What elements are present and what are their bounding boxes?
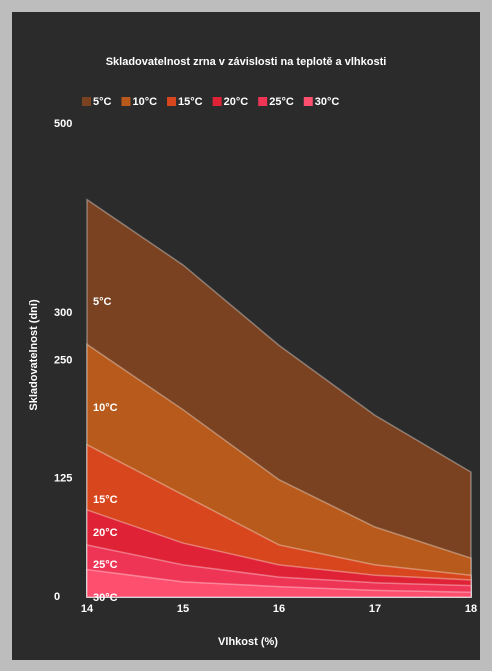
y-tick-label: 0 — [54, 591, 60, 603]
y-tick-label: 250 — [54, 354, 72, 366]
chart-title: Skladovatelnost zrna v závislosti na tep… — [106, 56, 387, 68]
legend-swatch — [258, 97, 268, 106]
series-label: 30°C — [93, 592, 118, 604]
legend-swatch — [167, 97, 177, 106]
legend-label: 25°C — [269, 96, 294, 108]
legend-label: 15°C — [178, 96, 203, 108]
series-label: 15°C — [93, 494, 118, 506]
legend-label: 10°C — [132, 96, 157, 108]
y-tick-label: 300 — [54, 307, 72, 319]
y-tick-label: 125 — [54, 473, 72, 485]
legend-swatch — [303, 97, 313, 106]
legend-swatch — [212, 97, 222, 106]
x-tick-label: 18 — [465, 603, 477, 615]
y-axis-label: Skladovatelnost (dní) — [28, 299, 40, 411]
legend-swatch — [82, 97, 91, 106]
series-label: 25°C — [93, 559, 118, 571]
x-tick-label: 14 — [81, 603, 94, 615]
legend-label: 20°C — [224, 96, 249, 108]
x-tick-label: 16 — [273, 603, 285, 615]
series-label: 20°C — [93, 527, 118, 539]
x-tick-label: 17 — [369, 603, 381, 615]
x-axis-label: Vlhkost (%) — [218, 636, 278, 648]
y-tick-label: 500 — [54, 118, 72, 130]
x-tick-label: 15 — [177, 603, 189, 615]
legend-label: 5°C — [93, 96, 112, 108]
series-label: 5°C — [93, 296, 112, 308]
legend-swatch — [121, 97, 131, 106]
area — [86, 568, 472, 598]
legend-label: 30°C — [315, 96, 340, 108]
series-label: 10°C — [93, 402, 118, 414]
